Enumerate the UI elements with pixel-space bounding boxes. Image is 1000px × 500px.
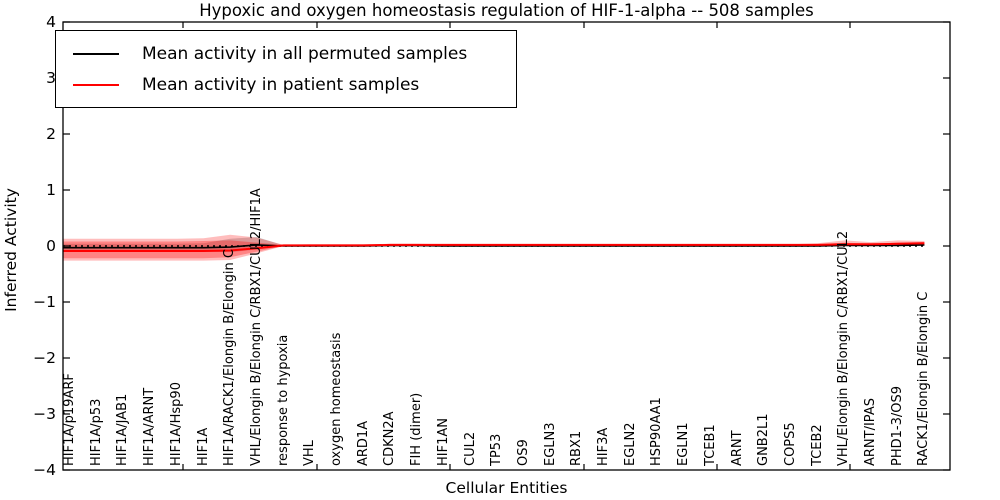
patient-band-outer bbox=[63, 234, 925, 261]
legend-item: Mean activity in all permuted samples bbox=[56, 38, 516, 69]
x-category-label: HIF1A/JAB1 bbox=[115, 393, 131, 466]
x-category-label: VHL bbox=[302, 440, 318, 466]
x-category-label: ARNT bbox=[729, 430, 745, 466]
x-category-label: EGLN1 bbox=[676, 422, 692, 466]
x-category-label: HIF1A/ARNT bbox=[142, 387, 158, 466]
y-tick-label: −3 bbox=[33, 405, 56, 423]
x-category-label: EGLN2 bbox=[622, 422, 638, 466]
patient-band-inner bbox=[63, 240, 925, 259]
x-category-label: FIH (dimer) bbox=[409, 392, 425, 466]
x-category-label: TCEB2 bbox=[809, 424, 825, 466]
x-category-label: HSP90AA1 bbox=[649, 397, 665, 466]
y-tick-label: 0 bbox=[46, 237, 56, 255]
x-category-label: RBX1 bbox=[569, 430, 585, 466]
legend-label: Mean activity in patient samples bbox=[142, 74, 420, 95]
x-category-label: RACK1/Elongin B/Elongin C bbox=[916, 291, 932, 466]
x-category-label: response to hypoxia bbox=[275, 334, 291, 466]
x-category-label: ARD1A bbox=[355, 420, 371, 466]
x-category-label: TP53 bbox=[489, 433, 505, 466]
y-tick-label: 1 bbox=[46, 181, 56, 199]
legend-item: Mean activity in patient samples bbox=[56, 69, 516, 100]
y-tick-label: −2 bbox=[33, 349, 56, 367]
x-category-label: HIF1A/RACK1/Elongin B/Elongin C bbox=[222, 249, 238, 466]
x-category-label: COPS5 bbox=[782, 422, 798, 466]
x-category-label: TCEB1 bbox=[702, 424, 718, 466]
x-category-label: HIF1A/Hsp90 bbox=[168, 382, 184, 466]
legend-line-patient bbox=[73, 83, 119, 86]
y-tick-label: 2 bbox=[46, 125, 56, 143]
y-tick-label: −4 bbox=[33, 461, 56, 479]
legend-line-permuted bbox=[73, 52, 119, 55]
x-category-label: CDKN2A bbox=[382, 411, 398, 466]
x-category-label: EGLN3 bbox=[542, 422, 558, 466]
y-tick-label: 3 bbox=[46, 69, 56, 87]
x-category-label: HIF3A bbox=[596, 427, 611, 466]
x-category-label: HIF1AN bbox=[435, 418, 451, 466]
legend-label: Mean activity in all permuted samples bbox=[142, 43, 468, 64]
x-category-label: HIF1A bbox=[195, 427, 211, 466]
x-category-label: VHL/Elongin B/Elongin C/RBX1/CUL2/HIF1A bbox=[248, 188, 264, 466]
x-category-label: HIF1A/p53 bbox=[88, 398, 104, 466]
x-category-label: ARNT/IPAS bbox=[863, 398, 878, 466]
x-category-label: VHL/Elongin B/Elongin C/RBX1/CUL2 bbox=[836, 230, 852, 466]
x-category-label: CUL2 bbox=[462, 431, 478, 466]
x-axis-label: Cellular Entities bbox=[445, 479, 568, 497]
patient-mean-line bbox=[63, 242, 925, 252]
permuted-mean-line bbox=[63, 244, 925, 249]
x-category-label: OS9 bbox=[515, 439, 531, 466]
chart-title: Hypoxic and oxygen homeostasis regulatio… bbox=[199, 1, 814, 20]
x-category-label: HIF1A/p19ARF bbox=[62, 373, 77, 466]
x-category-label: PHD1-3/OS9 bbox=[889, 386, 905, 466]
legend: Mean activity in all permuted samples Mea… bbox=[55, 30, 517, 108]
y-tick-label: −1 bbox=[33, 293, 56, 311]
y-tick-label: 4 bbox=[46, 13, 56, 31]
x-category-label: oxygen homeostasis bbox=[329, 332, 344, 466]
x-category-label: GNB2L1 bbox=[756, 413, 772, 466]
